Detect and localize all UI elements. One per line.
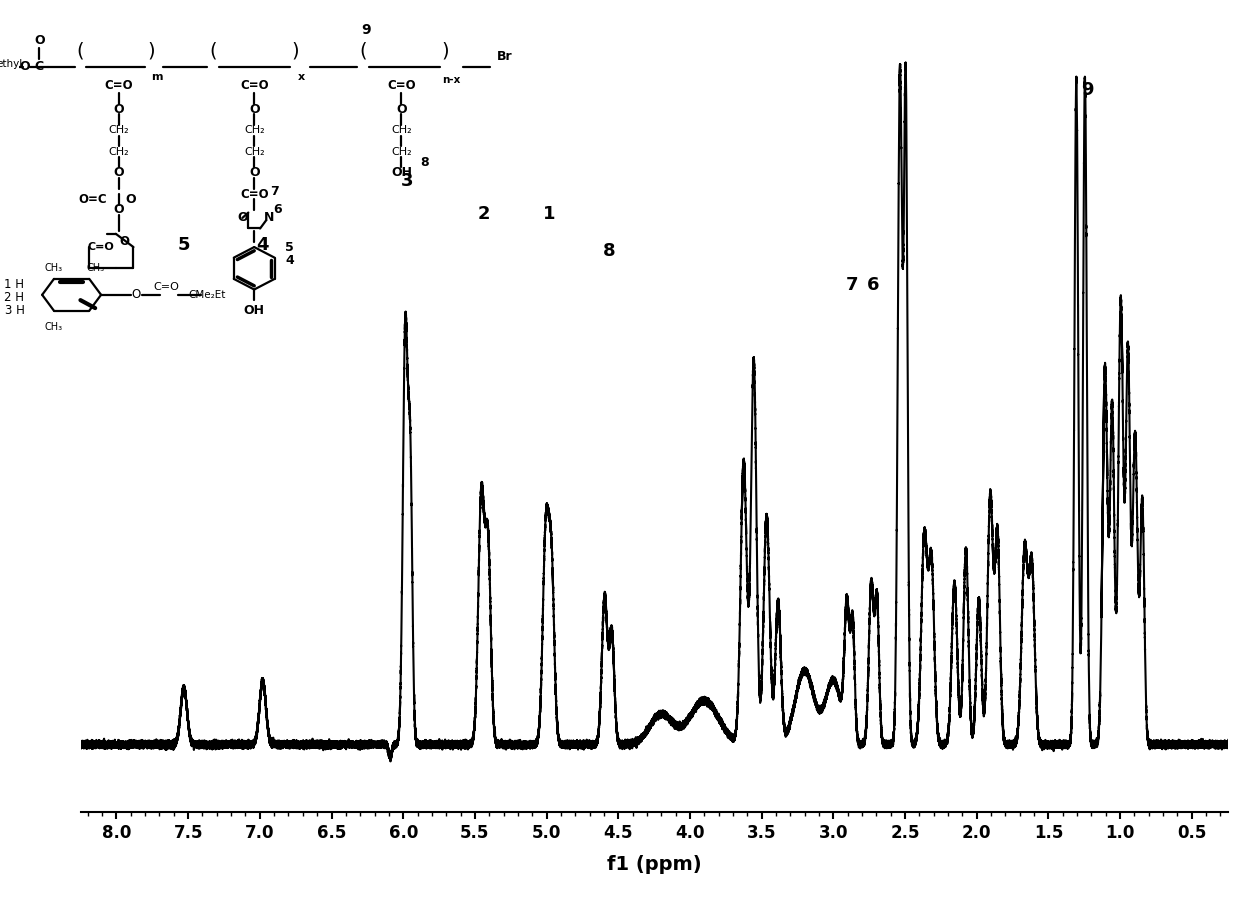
Text: O: O (119, 235, 130, 249)
Text: m: m (151, 73, 162, 83)
Text: CH₂: CH₂ (391, 147, 412, 157)
Text: 3: 3 (402, 171, 414, 190)
Text: 8: 8 (420, 156, 429, 169)
Text: CH₂: CH₂ (108, 125, 129, 135)
Text: 1: 1 (543, 205, 556, 223)
Text: CH₃: CH₃ (86, 263, 104, 273)
Text: ): ) (148, 41, 155, 60)
Text: 7: 7 (846, 276, 858, 294)
Text: C=O: C=O (239, 79, 269, 92)
Text: O: O (113, 203, 124, 217)
Text: ethyl: ethyl (0, 59, 22, 69)
Text: O: O (125, 193, 136, 206)
Text: x: x (298, 73, 305, 83)
Text: CH₂: CH₂ (244, 147, 264, 157)
Text: CH₃: CH₃ (45, 263, 63, 273)
Text: C=O: C=O (104, 79, 133, 92)
Text: O: O (19, 60, 30, 73)
Text: 1 H: 1 H (5, 278, 25, 291)
Text: 4: 4 (285, 254, 294, 267)
Text: (: ( (360, 41, 367, 60)
Text: O: O (249, 102, 259, 115)
Text: CH₃: CH₃ (45, 322, 63, 332)
Text: Br: Br (497, 50, 512, 63)
Text: C=O: C=O (387, 79, 415, 92)
Text: OH: OH (391, 166, 412, 180)
Text: O=C: O=C (78, 193, 107, 206)
Text: 3 H: 3 H (5, 304, 25, 317)
Text: (: ( (77, 41, 84, 60)
Text: (: ( (210, 41, 217, 60)
Text: 9: 9 (1081, 81, 1094, 99)
Text: O: O (131, 288, 141, 301)
Text: 2: 2 (477, 205, 490, 223)
Text: C=O: C=O (88, 242, 114, 252)
Text: CH₂: CH₂ (244, 125, 264, 135)
Text: O: O (113, 166, 124, 180)
Text: ): ) (441, 41, 449, 60)
Text: CH₂: CH₂ (391, 125, 412, 135)
Text: O: O (249, 166, 259, 180)
Text: n-x: n-x (443, 75, 461, 85)
Text: 7: 7 (270, 185, 279, 198)
Text: O: O (237, 211, 248, 224)
Text: N: N (264, 211, 274, 224)
Text: 4: 4 (257, 236, 269, 254)
Text: 9: 9 (361, 23, 371, 36)
Text: 5: 5 (285, 240, 294, 254)
Text: O: O (113, 102, 124, 115)
Text: C: C (35, 60, 43, 73)
Text: 6: 6 (274, 203, 281, 217)
X-axis label: f1 (ppm): f1 (ppm) (606, 855, 702, 874)
Text: 6: 6 (867, 276, 879, 294)
Text: O: O (33, 34, 45, 46)
Text: C=O: C=O (153, 282, 179, 292)
Text: ): ) (291, 41, 299, 60)
Text: 5: 5 (177, 236, 190, 254)
Text: 8: 8 (604, 242, 616, 260)
Text: CH₂: CH₂ (108, 147, 129, 157)
Text: CMe₂Et: CMe₂Et (188, 290, 226, 300)
Text: OH: OH (244, 304, 264, 317)
Text: O: O (396, 102, 407, 115)
Text: C=O: C=O (239, 188, 269, 200)
Text: 2 H: 2 H (5, 291, 25, 304)
